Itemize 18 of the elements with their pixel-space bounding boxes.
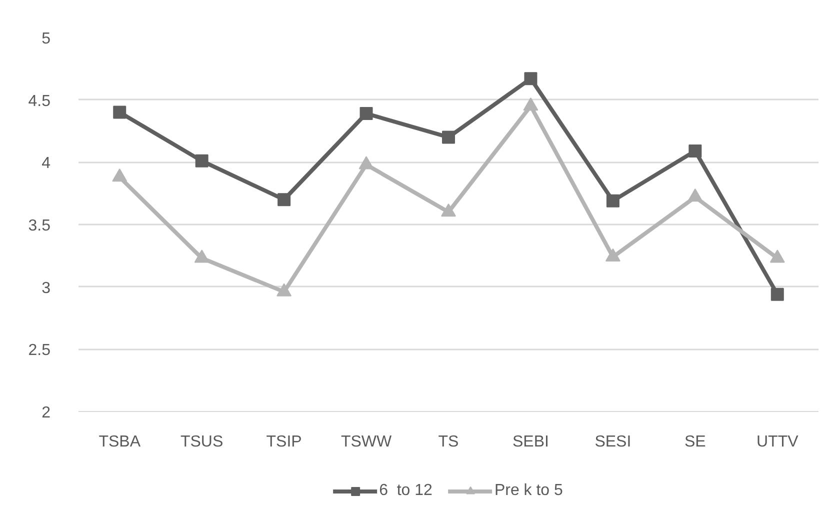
- x-tick-label: SEBI: [512, 434, 549, 450]
- x-tick-label: SESI: [594, 434, 632, 450]
- x-tick-label: SE: [684, 434, 706, 450]
- x-tick-label: UTTV: [756, 434, 799, 450]
- legend-label: Pre k to 5: [494, 482, 563, 500]
- y-tick-label: 4: [42, 155, 51, 172]
- y-tick-label: 5: [42, 30, 51, 48]
- y-tick-label: 4.5: [28, 92, 51, 110]
- x-tick-label: TSWW: [340, 434, 392, 450]
- x-tick-label: TS: [438, 434, 459, 450]
- legend-label: 6 to 12: [379, 482, 432, 500]
- y-tick-label: 2.5: [28, 342, 51, 360]
- x-tick-label: TSBA: [98, 434, 141, 450]
- y-tick-label: 2: [42, 404, 51, 422]
- y-tick-label: 3: [42, 280, 51, 297]
- x-tick-label: TSIP: [266, 434, 302, 450]
- y-tick-label: 3.5: [28, 218, 51, 234]
- x-tick-label: TSUS: [180, 434, 224, 450]
